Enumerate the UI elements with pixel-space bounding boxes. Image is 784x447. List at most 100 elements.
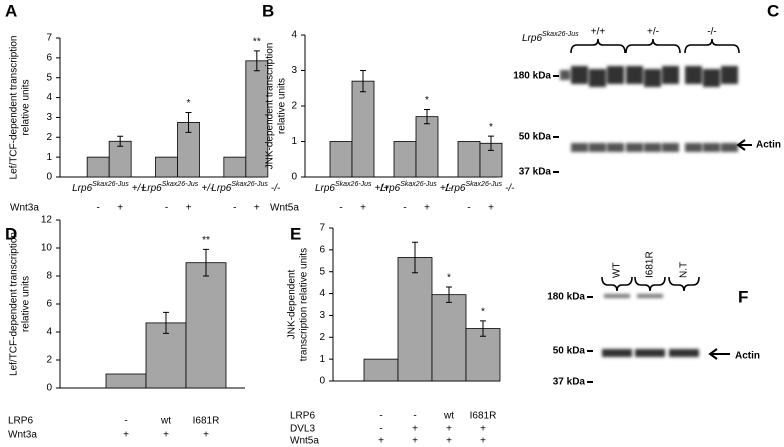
y-tick-label: 2 xyxy=(319,332,325,343)
y-axis-label: relative units xyxy=(21,79,32,135)
row-value: + xyxy=(163,430,169,441)
brace xyxy=(601,276,633,292)
gene: Lrp6 xyxy=(211,183,231,194)
row-label: Wnt3a xyxy=(8,430,37,441)
allele: Skax26-Jus xyxy=(335,181,372,188)
row-value: + xyxy=(488,203,494,214)
genotype: -/- xyxy=(271,183,281,194)
genotype: +/+ xyxy=(132,183,147,194)
error-bar xyxy=(253,50,260,72)
band-label: Actin xyxy=(735,351,760,362)
y-tick-label: 0 xyxy=(46,172,52,183)
arrow-head xyxy=(736,139,746,151)
brace xyxy=(570,38,626,54)
row-value: + xyxy=(123,430,129,441)
y-axis-label: JNK-dependent transcription xyxy=(265,43,276,170)
band xyxy=(571,143,588,152)
row-value: - xyxy=(339,203,342,214)
gene: Lrp6 xyxy=(72,183,92,194)
gene-label: Lrp6Skax26-Jus xyxy=(522,31,579,44)
band xyxy=(626,66,643,84)
row-value: wt xyxy=(160,416,171,427)
y-axis-label: JNK-dependent xyxy=(287,270,298,340)
blot-bands xyxy=(560,66,738,152)
y-tick-label: 4 xyxy=(46,327,52,338)
gene-label: Lrp6Skax26-Jus -/- xyxy=(211,181,281,194)
bar xyxy=(155,156,178,178)
allele: Skax26-Jus xyxy=(465,181,502,188)
row-label: Wnt5a xyxy=(270,203,299,214)
y-axis-label: transcription relative units xyxy=(299,248,310,361)
row-value: - xyxy=(124,416,127,427)
y-tick-label: 6 xyxy=(319,244,325,255)
row-value: + xyxy=(480,436,486,447)
y-tick-label: 1 xyxy=(291,136,297,147)
marker-label: 50 kDa xyxy=(519,132,552,143)
lane-label: N.T xyxy=(679,262,690,278)
band xyxy=(589,69,606,87)
error-bar xyxy=(163,311,169,334)
significance: * xyxy=(425,95,429,106)
bar xyxy=(431,294,467,382)
gene: Lrp6 xyxy=(315,183,335,194)
row-value: + xyxy=(412,436,418,447)
panel-letter: C xyxy=(767,1,779,20)
bar xyxy=(185,262,227,389)
bar xyxy=(86,156,110,178)
brace xyxy=(668,276,700,292)
band xyxy=(571,66,588,84)
genotype: +/- xyxy=(440,183,453,194)
bar xyxy=(415,116,439,178)
panel-letter: E xyxy=(290,224,301,243)
bar xyxy=(397,257,433,382)
error-bar xyxy=(117,135,124,147)
row-label: LRP6 xyxy=(290,411,315,422)
gene: Lrp6 xyxy=(142,183,162,194)
row-value: + xyxy=(412,424,418,435)
y-tick-label: 3 xyxy=(46,112,52,123)
bar xyxy=(105,373,147,389)
panel-letter: A xyxy=(5,1,17,20)
marker-label: 37 kDa xyxy=(519,167,552,178)
row-label: DVL3 xyxy=(290,424,315,435)
row-label: Wnt3a xyxy=(10,203,39,214)
brace xyxy=(634,276,666,292)
y-tick-label: 8 xyxy=(46,271,52,282)
band xyxy=(607,143,624,152)
bar xyxy=(363,358,399,382)
y-axis-label: Lef/TCF-dependent transcription xyxy=(9,232,20,376)
gene-label: Lrp6Skax26-Jus +/+ xyxy=(315,181,389,194)
error-bar xyxy=(488,135,494,151)
row-value: + xyxy=(424,203,430,214)
band xyxy=(685,143,702,152)
allele: Skax26-Jus xyxy=(400,181,437,188)
row-value: - xyxy=(233,203,236,214)
row-value: + xyxy=(117,203,123,214)
brace xyxy=(684,38,740,54)
allele: Skax26-Jus xyxy=(231,181,268,188)
marker-label: 37 kDa xyxy=(553,377,586,388)
arrow-head xyxy=(708,348,718,360)
band xyxy=(602,349,632,357)
row-value: wt xyxy=(443,411,454,422)
y-tick-label: 1 xyxy=(319,354,325,365)
y-tick-label: 3 xyxy=(291,65,297,76)
band xyxy=(685,66,702,84)
y-tick-label: 2 xyxy=(46,355,52,366)
y-tick-label: 4 xyxy=(291,30,297,41)
row-value: I681R xyxy=(470,411,497,422)
genotype: +/+ xyxy=(375,183,390,194)
error-bar xyxy=(203,248,209,277)
row-value: + xyxy=(186,203,192,214)
row-value: - xyxy=(467,203,470,214)
row-value: I681R xyxy=(193,416,220,427)
y-tick-label: 7 xyxy=(319,223,325,234)
band xyxy=(607,66,624,84)
y-tick-label: 10 xyxy=(41,243,53,254)
allele: Skax26-Jus xyxy=(92,181,129,188)
band-label: Actin xyxy=(756,140,781,151)
lane-label: -/- xyxy=(707,27,716,38)
y-tick-label: 0 xyxy=(46,383,52,394)
brace xyxy=(625,38,681,54)
band xyxy=(604,294,630,298)
